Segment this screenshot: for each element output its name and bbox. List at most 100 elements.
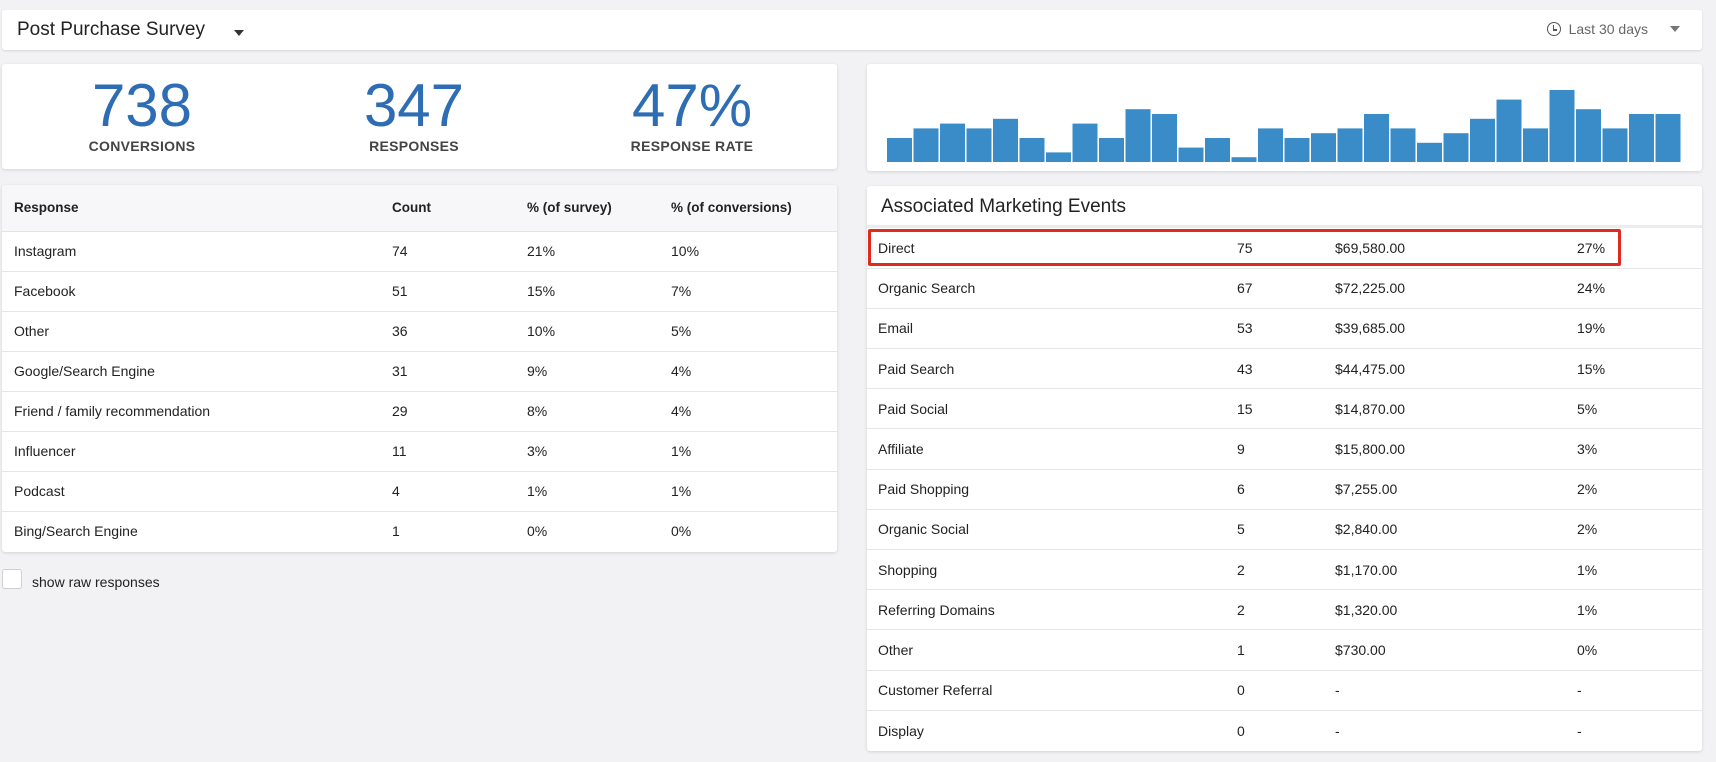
table-row[interactable]: Podcast 4 1% 1% — [2, 471, 837, 512]
table-row[interactable]: Bing/Search Engine 1 0% 0% — [2, 511, 837, 551]
clock-icon — [1546, 22, 1561, 36]
table-row[interactable]: Paid Search 43 $44,475.00 15% — [867, 348, 1702, 390]
event-revenue-cell: $44,475.00 — [1335, 348, 1577, 390]
histogram-bar[interactable] — [1019, 138, 1045, 162]
table-row[interactable]: Google/Search Engine 31 9% 4% — [2, 351, 837, 392]
pct-conversions-cell: 1% — [659, 431, 837, 472]
response-cell: Instagram — [2, 231, 380, 272]
pct-survey-cell: 1% — [515, 471, 659, 512]
histogram-bar[interactable] — [1496, 99, 1522, 162]
histogram-bar[interactable] — [1470, 118, 1495, 162]
table-row[interactable]: Display 0 - - — [867, 710, 1702, 750]
table-row[interactable]: Email 53 $39,685.00 19% — [867, 308, 1702, 350]
stat-value: 347 — [363, 72, 465, 139]
event-count-cell: 9 — [1237, 428, 1335, 470]
chevron-down-icon[interactable] — [234, 30, 244, 36]
histogram-bar[interactable] — [1364, 114, 1389, 162]
marketing-events-table: Direct 75 $69,580.00 27% Organic Search 67 $72… — [867, 228, 1702, 750]
top-bar: Post Purchase Survey Last 30 days — [2, 10, 1702, 50]
count-cell: 31 — [380, 351, 515, 392]
event-name-cell: Paid Search — [867, 348, 1237, 390]
event-count-cell: 43 — [1237, 348, 1335, 390]
column-header-response[interactable]: Response — [2, 185, 380, 232]
histogram-bar[interactable] — [1549, 90, 1575, 162]
histogram-bar[interactable] — [1258, 128, 1283, 162]
histogram-bar[interactable] — [1152, 114, 1177, 162]
event-count-cell: 67 — [1237, 268, 1335, 309]
histogram-bar[interactable] — [1417, 142, 1442, 162]
raw-responses-checkbox[interactable] — [2, 569, 22, 589]
histogram-bar[interactable] — [1125, 109, 1151, 162]
table-row[interactable]: Facebook 51 15% 7% — [2, 271, 837, 312]
response-cell: Other — [2, 311, 380, 352]
histogram-bar[interactable] — [913, 128, 939, 162]
marketing-events-card: Associated Marketing Events Direct 75 $69,… — [867, 186, 1702, 751]
event-name-cell: Display — [878, 722, 924, 739]
histogram-bar[interactable] — [1099, 138, 1124, 162]
show-raw-responses-toggle[interactable]: show raw responses — [2, 568, 160, 590]
histogram-bar[interactable] — [1629, 114, 1654, 162]
histogram-bar[interactable] — [1178, 147, 1204, 162]
column-header-count[interactable]: Count — [380, 185, 515, 232]
table-row[interactable]: Direct 75 $69,580.00 27% — [867, 228, 1702, 269]
histogram-bar[interactable] — [1205, 138, 1230, 162]
event-name-cell: Paid Social — [867, 388, 1237, 430]
table-row[interactable]: Paid Shopping 6 $7,255.00 2% — [867, 469, 1702, 510]
histogram-bar[interactable] — [1231, 157, 1257, 162]
table-row[interactable]: Shopping 2 $1,170.00 1% — [867, 549, 1702, 591]
histogram-bar[interactable] — [1284, 138, 1310, 162]
table-row[interactable]: Paid Social 15 $14,870.00 5% — [867, 388, 1702, 430]
event-revenue-cell: $15,800.00 — [1335, 428, 1577, 470]
histogram-bar[interactable] — [887, 138, 912, 162]
stat-label: RESPONSES — [369, 138, 459, 154]
event-revenue-cell: $69,580.00 — [1335, 228, 1577, 269]
table-row[interactable]: Organic Social 5 $2,840.00 2% — [867, 509, 1702, 551]
histogram-bar[interactable] — [1655, 114, 1681, 162]
pct-survey-cell: 0% — [527, 523, 548, 540]
histogram-bar[interactable] — [1443, 133, 1469, 162]
table-row[interactable]: Other 36 10% 5% — [2, 311, 837, 352]
table-row[interactable]: Other 1 $730.00 0% — [867, 629, 1702, 671]
histogram-bar[interactable] — [1602, 128, 1628, 162]
column-header-pct-survey[interactable]: % (of survey) — [515, 185, 659, 232]
event-pct-cell: - — [1577, 722, 1582, 739]
event-revenue-cell: $39,685.00 — [1335, 308, 1577, 350]
event-count-cell: 53 — [1237, 308, 1335, 350]
event-name-cell: Direct — [867, 228, 1237, 269]
stat-value: 738 — [91, 72, 193, 139]
histogram-bar[interactable] — [1390, 128, 1416, 162]
table-row[interactable]: Referring Domains 2 $1,320.00 1% — [867, 589, 1702, 631]
histogram-bar[interactable] — [1072, 123, 1098, 162]
histogram-bar[interactable] — [1523, 128, 1548, 162]
table-header-row: Response Count % (of survey) % (of conve… — [2, 185, 837, 232]
histogram-bar[interactable] — [1576, 109, 1601, 162]
pct-survey-cell: 15% — [515, 271, 659, 312]
table-row[interactable]: Instagram 74 21% 10% — [2, 231, 837, 272]
table-row[interactable]: Friend / family recommendation 29 8% 4% — [2, 391, 837, 432]
pct-conversions-cell: 0% — [671, 523, 692, 540]
count-cell: 11 — [380, 431, 515, 472]
histogram-bar[interactable] — [1337, 128, 1363, 162]
marketing-events-title: Associated Marketing Events — [867, 186, 1702, 228]
raw-responses-label: show raw responses — [32, 574, 160, 590]
histogram-bar[interactable] — [940, 123, 965, 162]
date-range-selector[interactable]: Last 30 days — [1546, 21, 1680, 37]
pct-conversions-cell: 7% — [659, 271, 837, 312]
chevron-down-icon[interactable] — [1670, 26, 1680, 32]
response-cell: Podcast — [2, 471, 380, 512]
event-count-cell: 6 — [1237, 469, 1335, 510]
histogram-bar[interactable] — [966, 128, 992, 162]
table-row[interactable]: Affiliate 9 $15,800.00 3% — [867, 428, 1702, 470]
table-row[interactable]: Influencer 11 3% 1% — [2, 431, 837, 472]
histogram-bar[interactable] — [1311, 133, 1336, 162]
histogram-bar[interactable] — [993, 118, 1018, 162]
histogram-bar[interactable] — [1046, 152, 1071, 162]
column-header-pct-conversions[interactable]: % (of conversions) — [659, 185, 837, 232]
survey-selector[interactable]: Post Purchase Survey — [17, 19, 205, 40]
table-row[interactable]: Customer Referral 0- - — [867, 670, 1702, 711]
table-row[interactable]: Organic Search 67 $72,225.00 24% — [867, 268, 1702, 309]
count-cell: 51 — [380, 271, 515, 312]
response-histogram-chart — [887, 90, 1681, 162]
pct-survey-cell: 9% — [515, 351, 659, 392]
event-count-cell: 5 — [1237, 509, 1335, 551]
